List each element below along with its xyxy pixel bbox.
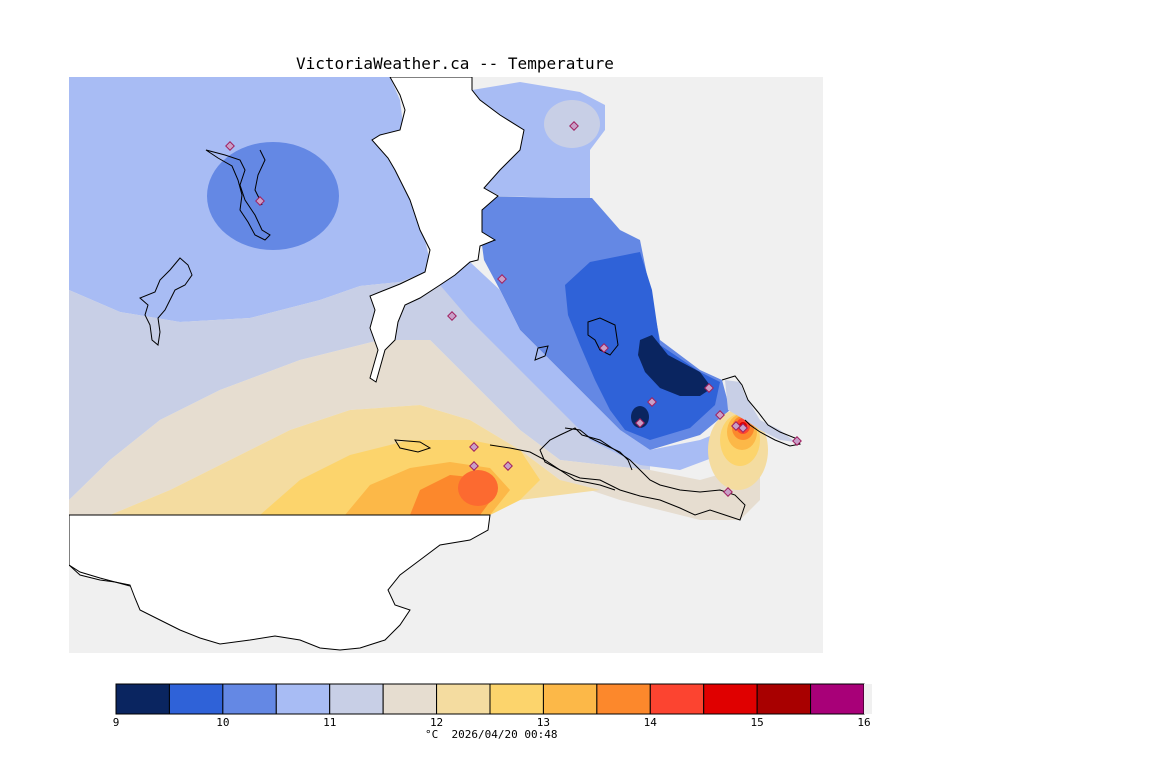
station-marker[interactable]: [497, 274, 507, 284]
legend-swatch: [115, 683, 170, 715]
legend-bar-edge: [864, 684, 872, 714]
metchosin-coast: [69, 564, 131, 587]
oak-bay-coast: [721, 375, 801, 447]
juan-de-fuca-strait: [69, 514, 491, 651]
legend-tick-label: 9: [112, 716, 120, 729]
legend-swatch: [329, 683, 384, 715]
station-marker[interactable]: [225, 141, 235, 151]
gorge-coast: [564, 427, 633, 471]
station-marker[interactable]: [792, 436, 802, 446]
legend-swatch: [596, 683, 651, 715]
legend-tick-label: 11: [323, 716, 337, 729]
lake-west: [205, 149, 271, 241]
band-beige: [69, 340, 760, 520]
band-navy-spot: [631, 406, 649, 428]
legend-swatch: [703, 683, 758, 715]
legend-tick-label: 14: [643, 716, 657, 729]
legend-swatch: [275, 683, 331, 715]
temperature-field: [69, 77, 795, 520]
legend-swatch: [810, 683, 865, 715]
legend-tick-label: 13: [536, 716, 551, 729]
station-marker[interactable]: [738, 423, 748, 433]
saanich-inlet: [369, 77, 525, 383]
band-light-blue-coast: [725, 380, 795, 442]
legend-swatch: [542, 683, 598, 715]
map-title: VictoriaWeather.ca -- Temperature: [296, 54, 614, 73]
legend-tick-label: 12: [429, 716, 444, 729]
legend-caption: °C 2026/04/20 00:48: [425, 728, 558, 741]
station-marker[interactable]: [635, 418, 645, 428]
station-marker[interactable]: [569, 121, 579, 131]
island-brentwood: [587, 317, 619, 356]
legend-swatch: [436, 683, 491, 715]
stations: [225, 121, 802, 497]
station-marker[interactable]: [715, 410, 725, 420]
station-marker[interactable]: [469, 461, 479, 471]
legend-swatch: [489, 683, 544, 715]
esquimalt-coast: [489, 444, 616, 491]
station-marker[interactable]: [469, 442, 479, 452]
legend-colorbar: [115, 683, 872, 715]
lake-sooke: [139, 257, 193, 346]
legend-swatch: [168, 683, 224, 715]
band-navy: [638, 335, 712, 396]
station-marker[interactable]: [723, 487, 733, 497]
legend-swatch: [382, 683, 438, 715]
legend-tick-label: 10: [216, 716, 230, 729]
island-small-east: [534, 345, 549, 361]
station-marker[interactable]: [447, 311, 457, 321]
island-victoria-north: [394, 439, 432, 453]
station-marker[interactable]: [731, 421, 741, 431]
legend-tick-label: 15: [750, 716, 764, 729]
station-marker[interactable]: [503, 461, 513, 471]
band-red-orange-spot: [458, 470, 498, 506]
band-mid-blue-west: [207, 142, 339, 250]
band-light-blue-strip: [440, 262, 725, 470]
station-marker[interactable]: [599, 343, 609, 353]
legend-swatch: [222, 683, 277, 715]
legend-swatch: [649, 683, 705, 715]
legend-tick-label: 16: [857, 716, 871, 729]
station-marker[interactable]: [255, 196, 265, 206]
water-areas: [69, 77, 525, 651]
legend-swatch: [756, 683, 812, 715]
station-marker[interactable]: [704, 383, 714, 393]
station-marker[interactable]: [647, 397, 657, 407]
